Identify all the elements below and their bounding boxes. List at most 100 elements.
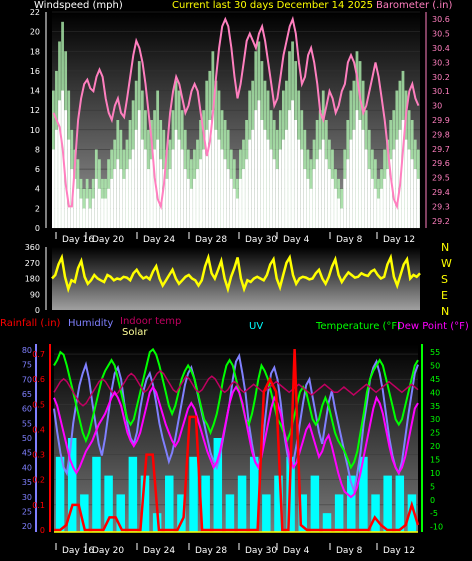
wind-bar (334, 188, 337, 228)
temperature-line (53, 347, 419, 470)
wind-bar (331, 178, 334, 228)
direction-tick-label: 180 (25, 275, 40, 284)
wind-bar (254, 110, 258, 228)
legend-temperature: Temperature (°F) (316, 321, 402, 332)
wind-bar (183, 169, 187, 228)
wind-bar (101, 198, 104, 228)
wind-bar (76, 188, 80, 228)
wind-bar (239, 178, 242, 228)
solar-bar (300, 503, 306, 532)
wind-bar (208, 120, 212, 228)
wind-bar (416, 178, 420, 228)
solar-bar (348, 485, 354, 532)
solar-bar (276, 485, 281, 532)
wind-tick-label: 4 (35, 185, 40, 194)
barometer-tick-label: 30.3 (432, 58, 450, 67)
wind-bar (193, 178, 196, 228)
wind-bar (282, 139, 285, 228)
wind-bar (168, 169, 172, 228)
solar-bar (118, 503, 124, 532)
rainfall-tick-label: 0.1 (32, 501, 45, 510)
temperature-tick-label: 15 (430, 455, 440, 464)
temperature-tick-label: -10 (430, 523, 443, 532)
wind-bar (94, 178, 98, 228)
wind-tick-label: 12 (30, 106, 40, 115)
solar-bar (397, 485, 403, 532)
wind-bar (291, 100, 294, 228)
wind-bar (364, 149, 368, 228)
legend-indoor-temp: Indoor temp (120, 316, 182, 327)
wind-bar (214, 129, 218, 228)
direction-tick-label: 90 (30, 290, 40, 299)
wind-bar (199, 159, 202, 228)
rainfall-tick-label: 0.6 (32, 375, 45, 384)
wind-bar (223, 159, 227, 228)
solar-bar (336, 503, 342, 532)
rainfall-line (54, 348, 420, 532)
compass-n-bottom: N (441, 305, 450, 318)
barometer-tick-label: 29.5 (432, 174, 450, 183)
wind-bar (220, 149, 224, 228)
solar-bar (178, 503, 184, 532)
chart-title: Current last 30 days December 14 2025 (172, 0, 374, 11)
wind-tick-label: 18 (30, 47, 40, 56)
wind-bar (377, 198, 380, 228)
wind-bar (245, 159, 248, 228)
wind-bar (404, 139, 408, 228)
solar-bar (312, 485, 318, 532)
windspeed-title: Windspeed (mph) (34, 0, 123, 11)
wind-bar (67, 139, 71, 228)
wind-bar (180, 149, 184, 228)
wind-tick-label: 16 (30, 67, 40, 76)
solar-bar (251, 475, 257, 532)
wind-bar (312, 169, 316, 228)
humidity-tick-label: 35 (22, 478, 32, 487)
wind-tick-label: 0 (35, 224, 40, 233)
compass-n-top: N (441, 241, 450, 254)
wind-bar (263, 129, 267, 228)
wind-bar (294, 120, 298, 228)
wind-bar (82, 208, 86, 228)
wind-bar (300, 149, 304, 228)
panel3-x-label: Day 30 (245, 546, 277, 556)
temperature-tick-label: 40 (430, 388, 440, 397)
barometer-tick-label: 30.2 (432, 73, 450, 82)
wind-bar (217, 139, 221, 228)
temperature-tick-label: 5 (430, 482, 435, 491)
panel1-x-label: Day 20 (92, 235, 124, 245)
wind-bar (162, 169, 166, 228)
wind-bar (358, 120, 362, 228)
wind-bar (131, 149, 135, 228)
temperature-tick-label: 20 (430, 442, 440, 451)
wind-bar (328, 169, 331, 228)
barometer-tick-label: 30 (432, 102, 442, 111)
wind-bar (272, 159, 276, 228)
wind-bar (297, 139, 301, 228)
wind-bar (303, 169, 307, 228)
wind-bar (251, 129, 255, 228)
legend-dew-point: Dew Point (°F) (397, 321, 469, 332)
wind-bar (401, 120, 405, 228)
wind-bar (383, 178, 386, 228)
wind-tick-label: 22 (30, 8, 40, 17)
legend-solar: Solar (122, 327, 148, 338)
wind-bar (232, 188, 236, 228)
direction-line (51, 252, 421, 294)
wind-bar (269, 149, 273, 228)
humidity-tick-label: 25 (22, 507, 32, 516)
wind-bar (413, 169, 417, 228)
humidity-tick-label: 80 (22, 346, 32, 355)
wind-bar (392, 149, 396, 228)
panel1-x-label: Day 4 (283, 235, 310, 245)
panel3-x-label: Day 8 (336, 546, 363, 556)
panel3-x-label: Day 28 (195, 546, 227, 556)
wind-bar (337, 198, 340, 228)
solar-bar (324, 513, 330, 532)
wind-bar (125, 169, 129, 228)
solar-bar (191, 475, 196, 532)
wind-bar (229, 178, 233, 228)
wind-bar (58, 100, 61, 228)
wind-bar (346, 159, 350, 228)
wind-bar (367, 169, 371, 228)
